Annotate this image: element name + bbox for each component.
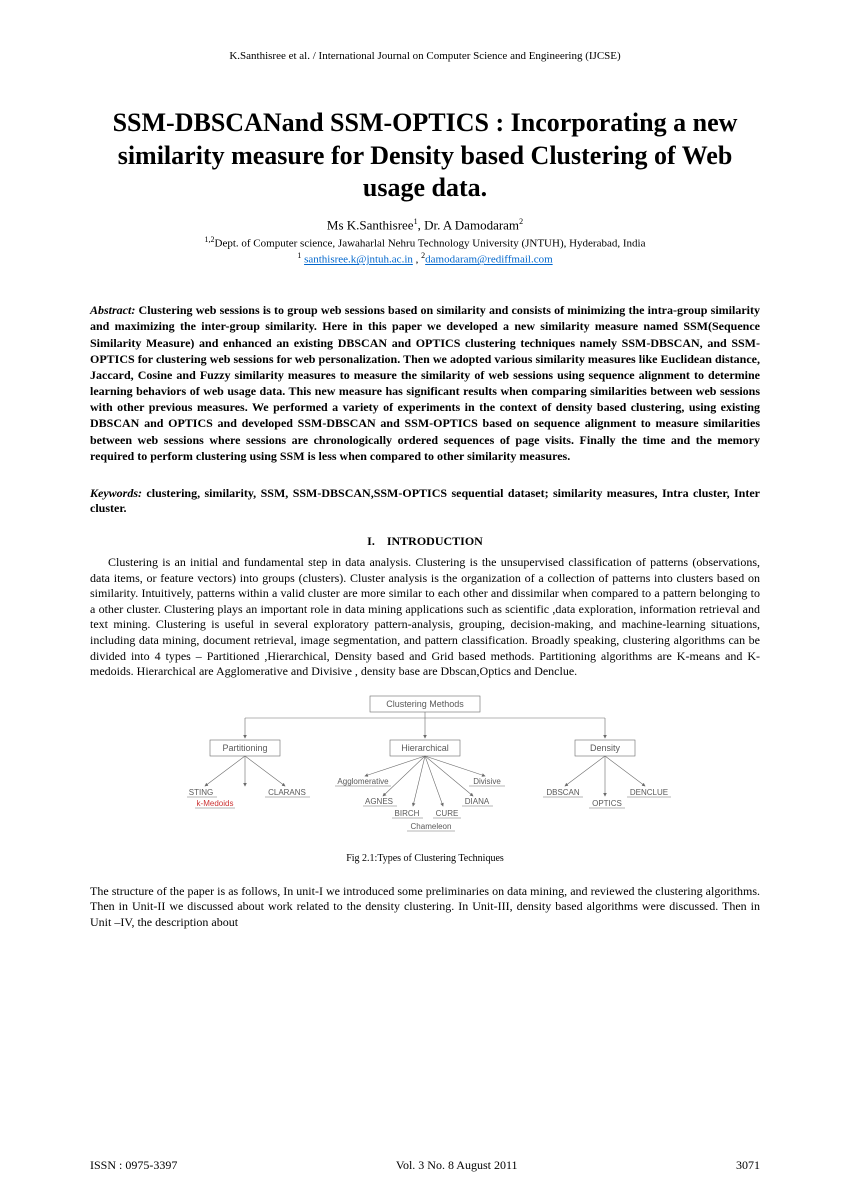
email-1[interactable]: santhisree.k@jntuh.ac.in	[304, 254, 413, 266]
footer-issn: ISSN : 0975-3397	[90, 1158, 177, 1173]
leaf-sting: STING	[189, 788, 213, 797]
section-1-num: I.	[367, 534, 375, 548]
email-2[interactable]: damodaram@rediffmail.com	[425, 254, 553, 266]
intro-paragraph: Clustering is an initial and fundamental…	[90, 555, 760, 680]
affiliation-line: 1,2Dept. of Computer science, Jawaharlal…	[90, 235, 760, 250]
leaf-birch: BIRCH	[395, 809, 420, 818]
leaf-agnes: AGNES	[365, 797, 393, 806]
journal-header: K.Santhisree et al. / International Jour…	[90, 50, 760, 62]
leaf-cure: CURE	[436, 809, 459, 818]
keywords-label: Keywords:	[90, 486, 142, 500]
authors-line: Ms K.Santhisree1, Dr. A Damodaram2	[90, 217, 760, 233]
tree-diagram-svg: Clustering Methods Partitioning STING k-…	[165, 694, 685, 844]
author-2-sup: 2	[519, 217, 523, 226]
section-1-heading: I. INTRODUCTION	[90, 534, 760, 549]
sub-divisive: Divisive	[473, 777, 501, 786]
structure-paragraph: The structure of the paper is as follows…	[90, 884, 760, 931]
intro-text: Clustering is an initial and fundamental…	[90, 555, 760, 678]
author-1: Ms K.Santhisree	[327, 217, 414, 232]
keywords-text: clustering, similarity, SSM, SSM-DBSCAN,…	[90, 486, 760, 515]
leaf-diana: DIANA	[465, 797, 490, 806]
node-root: Clustering Methods	[386, 699, 464, 709]
node-hierarchical: Hierarchical	[401, 743, 449, 753]
node-density: Density	[590, 743, 621, 753]
email-1-sup: 1	[297, 251, 301, 260]
footer-page: 3071	[736, 1158, 760, 1173]
sub-agglomerative: Agglomerative	[337, 777, 389, 786]
leaf-clarans: CLARANS	[268, 788, 306, 797]
abstract-text: Clustering web sessions is to group web …	[90, 303, 760, 463]
email-sep: ,	[413, 254, 421, 266]
diagram-caption: Fig 2.1:Types of Clustering Techniques	[90, 853, 760, 864]
clustering-diagram: Clustering Methods Partitioning STING k-…	[90, 694, 760, 849]
author-2: Dr. A Damodaram	[424, 217, 519, 232]
leaf-optics: OPTICS	[592, 799, 622, 808]
leaf-kmedoids: k-Medoids	[197, 799, 234, 808]
emails-line: 1 santhisree.k@jntuh.ac.in , 2damodaram@…	[90, 251, 760, 266]
leaf-denclue: DENCLUE	[630, 788, 668, 797]
affiliation-sup: 1,2	[205, 235, 215, 244]
page-footer: ISSN : 0975-3397 Vol. 3 No. 8 August 201…	[90, 1158, 760, 1173]
node-partitioning: Partitioning	[222, 743, 267, 753]
footer-volume: Vol. 3 No. 8 August 2011	[396, 1158, 518, 1173]
leaf-chameleon: Chameleon	[411, 822, 452, 831]
abstract-block: Abstract: Clustering web sessions is to …	[90, 302, 760, 464]
keywords-block: Keywords: clustering, similarity, SSM, S…	[90, 486, 760, 516]
paper-title: SSM-DBSCANand SSM-OPTICS : Incorporating…	[90, 107, 760, 205]
leaf-dbscan: DBSCAN	[546, 788, 580, 797]
affiliation-text: Dept. of Computer science, Jawaharlal Ne…	[215, 237, 646, 249]
section-1-title: INTRODUCTION	[387, 534, 483, 548]
abstract-label: Abstract:	[90, 303, 135, 317]
